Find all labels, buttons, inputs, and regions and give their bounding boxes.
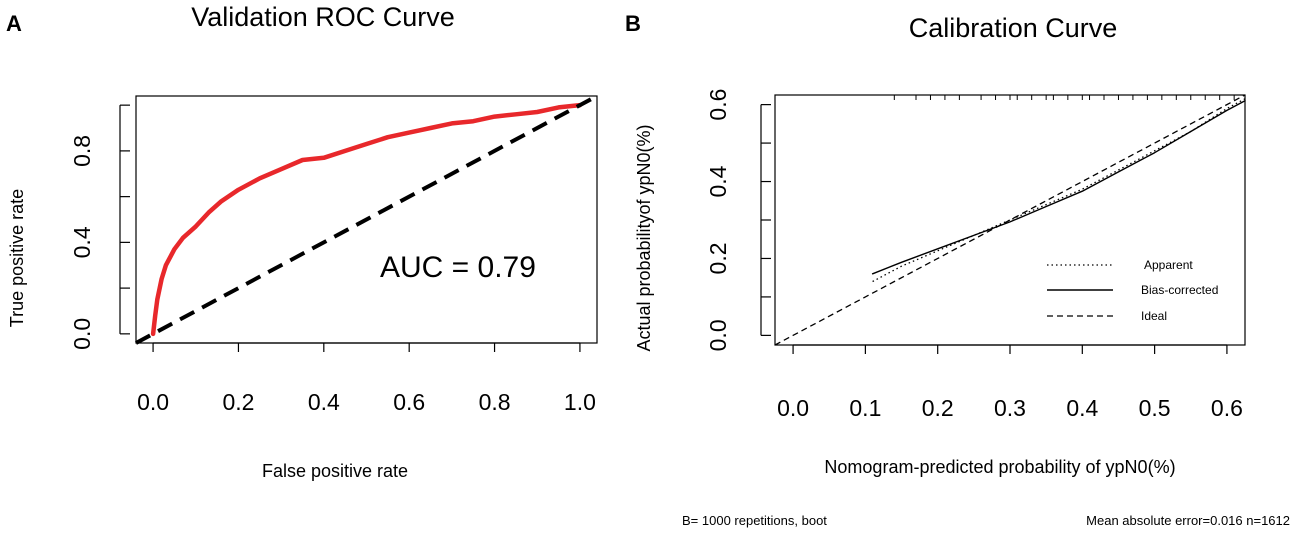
roc-x-axis-label: False positive rate: [262, 461, 408, 481]
panel-a-letter: A: [6, 11, 22, 36]
calibration-x-tick-label: 0.4: [1066, 395, 1098, 421]
roc-x-axis: 0.0 0.2 0.4 0.6 0.8 1.0: [137, 342, 596, 415]
calibration-series-bias-corrected: [871, 100, 1246, 275]
calibration-series-ideal: [774, 94, 1246, 346]
roc-series-roc: [150, 102, 583, 337]
calibration-series: [774, 94, 1246, 346]
calibration-y-tick-label: 0.2: [705, 242, 731, 274]
calibration-y-tick-label: 0.6: [705, 89, 731, 121]
roc-x-tick-label: 0.0: [137, 389, 169, 415]
calibration-title: Calibration Curve: [909, 13, 1118, 43]
roc-x-tick-label: 0.4: [308, 389, 340, 415]
calibration-x-tick-label: 0.0: [777, 395, 809, 421]
legend-label-apparent: Apparent: [1144, 258, 1193, 272]
calibration-x-axis: 0.0 0.1 0.2 0.3 0.4 0.5 0.6: [777, 344, 1243, 421]
roc-y-axis-label: True positive rate: [7, 189, 27, 327]
legend-label-ideal: Ideal: [1141, 309, 1167, 323]
calibration-x-tick-label: 0.2: [922, 395, 954, 421]
roc-y-tick-label: 0.0: [69, 318, 95, 350]
roc-x-tick-label: 0.8: [479, 389, 511, 415]
legend-label-bias-corrected: Bias-corrected: [1141, 283, 1218, 297]
roc-y-tick-label: 0.8: [69, 135, 95, 167]
calibration-y-axis: 0.0 0.2 0.4 0.6: [705, 89, 771, 351]
calibration-x-tick-label: 0.3: [994, 395, 1026, 421]
roc-panel: A Validation ROC Curve 0.0 0.2 0.4 0.6 0.8 1.…: [6, 2, 598, 481]
footnote-repetitions: B= 1000 repetitions, boot: [682, 513, 827, 528]
calibration-legend: Apparent Bias-corrected Ideal: [1047, 258, 1218, 323]
roc-series-reference: [135, 94, 598, 345]
calibration-x-tick-label: 0.5: [1139, 395, 1171, 421]
roc-y-tick-label: 0.4: [69, 226, 95, 258]
roc-series: [135, 94, 598, 345]
calibration-y-axis-label: Actual probabilityof ypN0(%): [634, 124, 654, 351]
auc-annotation: AUC = 0.79: [380, 251, 536, 284]
footnote-mean-error: Mean absolute error=0.016 n=1612: [1086, 513, 1290, 528]
calibration-rug: [893, 95, 1235, 100]
roc-y-axis: 0.0 0.4 0.8: [69, 104, 130, 350]
roc-x-tick-label: 0.6: [393, 389, 425, 415]
calibration-panel: B Calibration Curve 0.0 0.1 0.2 0.3 0.4 0.5 0.…: [625, 11, 1290, 528]
calibration-x-tick-label: 0.6: [1211, 395, 1243, 421]
roc-x-tick-label: 1.0: [564, 389, 596, 415]
calibration-x-tick-label: 0.1: [849, 395, 881, 421]
calibration-series-apparent: [872, 98, 1246, 283]
roc-x-tick-label: 0.2: [222, 389, 254, 415]
panel-b-letter: B: [625, 11, 641, 36]
roc-title: Validation ROC Curve: [191, 2, 455, 32]
calibration-x-axis-label: Nomogram-predicted probability of ypN0(%…: [824, 457, 1175, 477]
calibration-y-tick-label: 0.4: [705, 165, 731, 197]
calibration-y-tick-label: 0.0: [705, 319, 731, 351]
